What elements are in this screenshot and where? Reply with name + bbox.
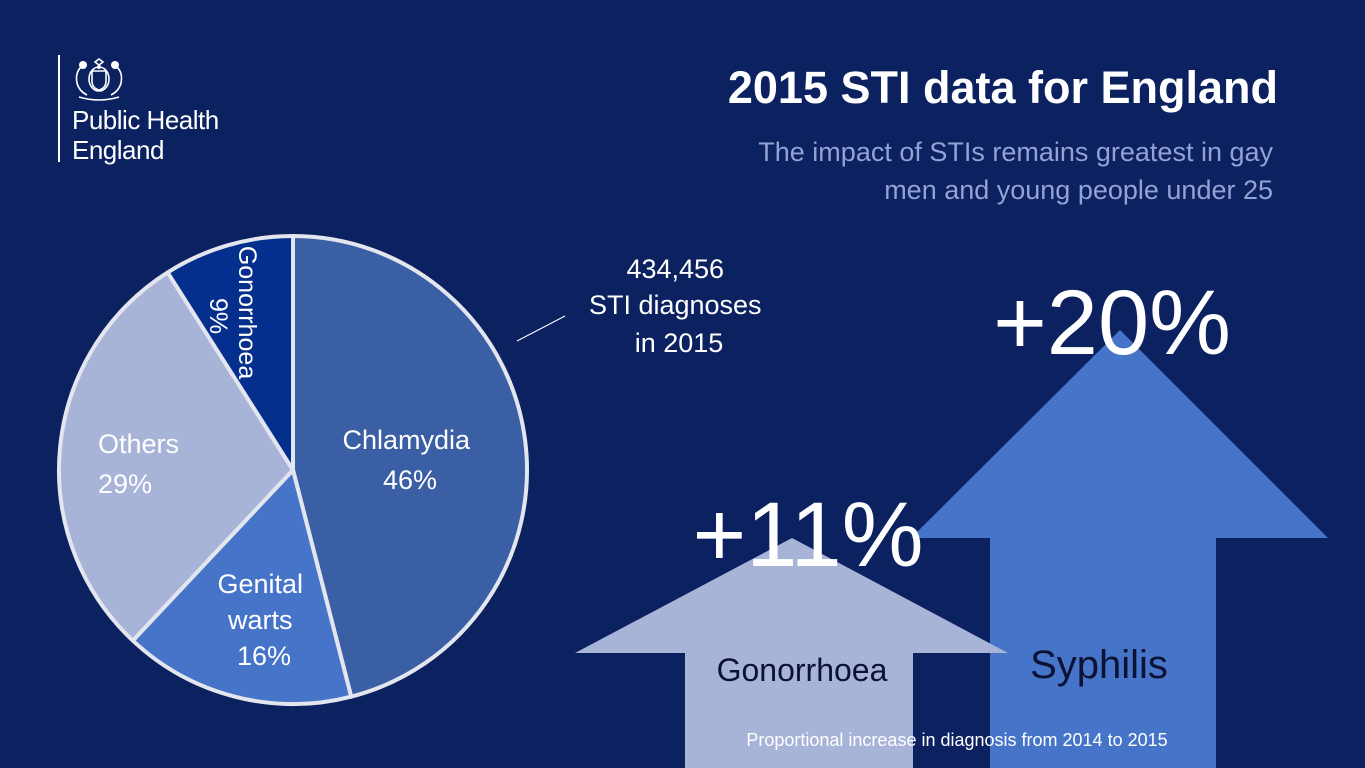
logo-text-line2: England — [72, 135, 164, 165]
gonorrhoea-arrow — [575, 538, 1008, 768]
logo-text-line1: Public Health — [72, 105, 219, 135]
royal-coat-of-arms-icon — [75, 58, 123, 101]
pie-slice-gonorrhoea — [165, 234, 295, 472]
phe-logo: Public Health England — [58, 55, 258, 167]
syphilis-arrow — [911, 330, 1328, 768]
page-title: 2015 STI data for England — [727, 62, 1278, 113]
pie-labels: Chlamydia 46% Genital warts 16% Others 2… — [98, 246, 477, 671]
pie-slice-genital-warts — [130, 468, 354, 706]
svg-text:Gonorrhoea 9%: Gonorrhoea 9% — [204, 246, 261, 386]
subtitle-line1: The impact of STIs remains greatest in g… — [758, 137, 1273, 167]
pie-slice-others — [57, 270, 295, 643]
total-diagnoses-callout: 434,456 STI diagnoses in 2015 — [589, 254, 769, 358]
pie-chart — [57, 234, 529, 706]
syphilis-arrow-label: Syphilis — [1030, 643, 1168, 687]
gonorrhoea-label: Gonorrhoea 9% — [204, 246, 261, 386]
gonorrhoea-increase-label: +11% — [692, 484, 923, 586]
pie-slice-chlamydia — [291, 234, 529, 699]
page-subtitle: The impact of STIs remains greatest in g… — [758, 133, 1273, 209]
chlamydia-label: Chlamydia 46% — [342, 425, 477, 495]
footnote: Proportional increase in diagnosis from … — [746, 730, 1167, 750]
logo-divider — [58, 55, 60, 162]
genital-warts-label: Genital warts 16% — [217, 569, 310, 671]
syphilis-increase-label: +20% — [993, 272, 1231, 374]
gonorrhoea-arrow-label: Gonorrhoea — [717, 652, 888, 688]
subtitle-line2: men and young people under 25 — [884, 175, 1273, 205]
others-label: Others 29% — [98, 429, 187, 499]
total-leader-line — [516, 315, 566, 342]
